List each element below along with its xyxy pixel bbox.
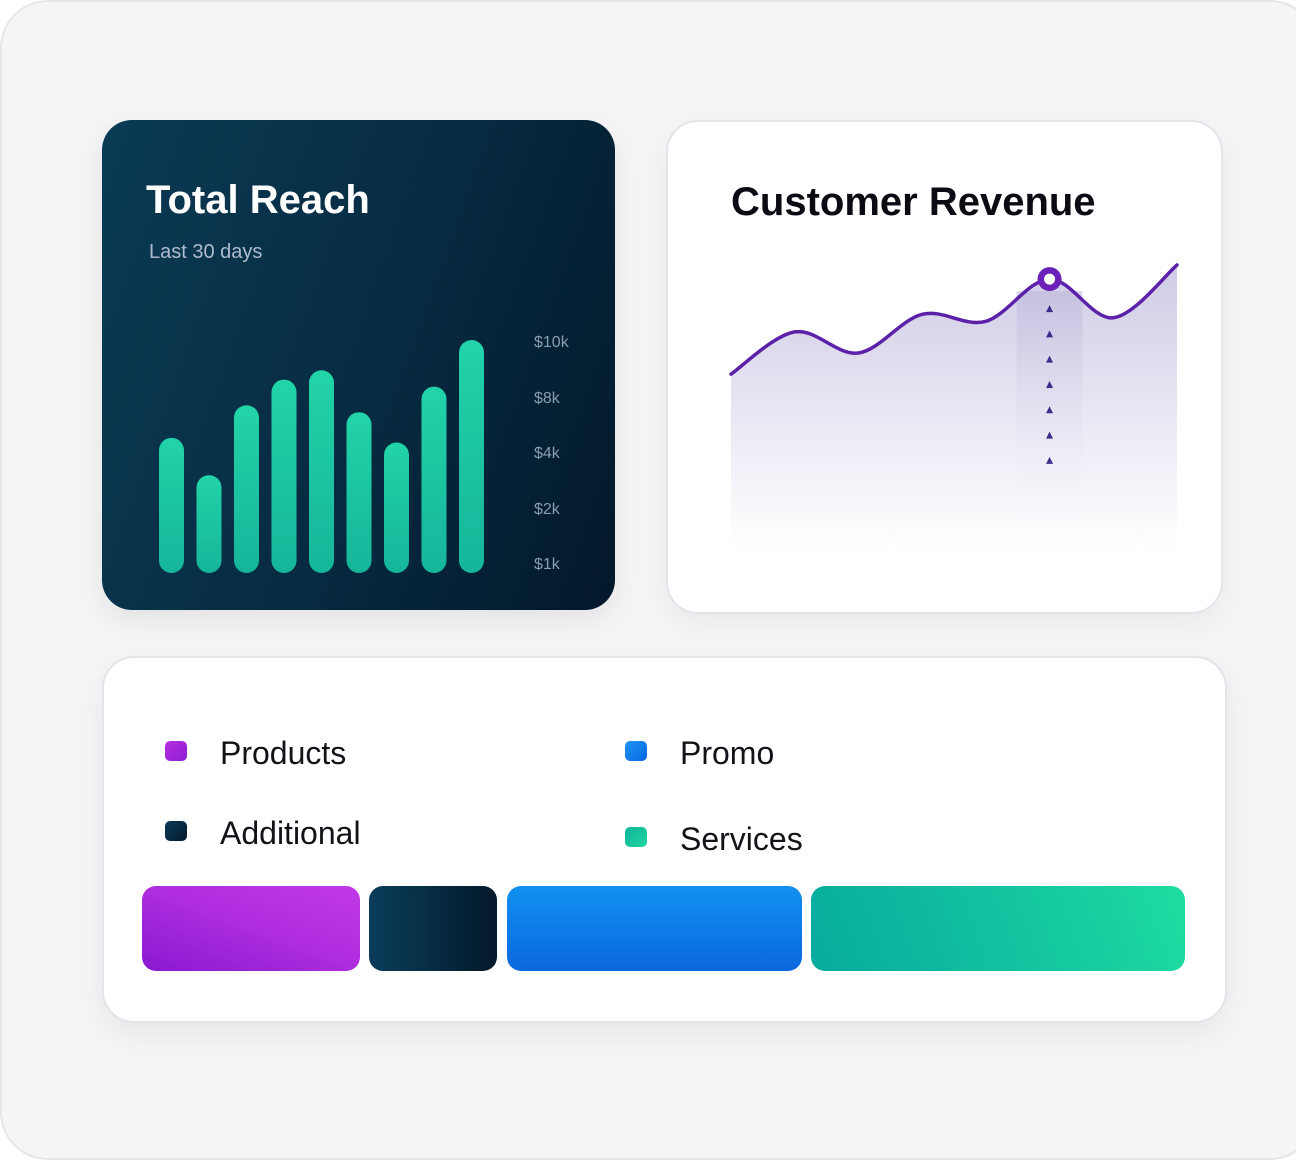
reach-bar[interactable] xyxy=(234,405,259,573)
reach-bar[interactable] xyxy=(159,437,184,573)
total-reach-card[interactable]: Total Reach Last 30 days $10k $8k $4k $2… xyxy=(102,120,615,610)
y-tick-label: $10k xyxy=(534,334,569,351)
legend-label: Promo xyxy=(680,735,775,771)
segment-promo[interactable] xyxy=(507,886,802,971)
revenue-breakdown-card: Products Promo Additional Services xyxy=(102,656,1227,1023)
customer-revenue-line-chart xyxy=(729,263,1179,550)
y-tick-label: $2k xyxy=(534,501,560,518)
reach-bar[interactable] xyxy=(421,386,447,573)
revenue-area xyxy=(731,265,1177,550)
legend-item-services[interactable]: Services xyxy=(625,821,803,857)
highlight-arrow-icon xyxy=(1046,456,1054,464)
total-reach-subtitle: Last 30 days xyxy=(149,241,263,263)
highlight-point-center xyxy=(1044,273,1056,285)
legend-swatch xyxy=(165,821,187,841)
highlight-arrow-icon xyxy=(1046,330,1054,338)
segment-products[interactable] xyxy=(142,886,360,971)
legend-label: Additional xyxy=(220,815,361,851)
reach-bar[interactable] xyxy=(384,442,409,573)
legend-swatch xyxy=(165,741,187,761)
highlight-arrow-icon xyxy=(1046,380,1054,388)
legend-item-products[interactable]: Products xyxy=(165,735,346,771)
highlight-arrow-icon xyxy=(1046,431,1054,439)
revenue-line xyxy=(729,263,1179,376)
legend-item-additional[interactable]: Additional xyxy=(165,815,361,851)
segment-additional[interactable] xyxy=(369,886,497,971)
reach-bar[interactable] xyxy=(271,379,297,573)
reach-bar[interactable] xyxy=(459,340,484,573)
legend-swatch xyxy=(625,741,647,761)
total-reach-title: Total Reach xyxy=(146,178,370,222)
y-tick-label: $4k xyxy=(534,445,560,462)
reach-bar[interactable] xyxy=(196,475,222,573)
reach-bar[interactable] xyxy=(309,370,334,573)
customer-revenue-title: Customer Revenue xyxy=(731,180,1096,224)
highlight-arrow-icon xyxy=(1046,305,1054,313)
y-tick-label: $8k xyxy=(534,390,560,407)
highlight-arrow-icon xyxy=(1046,406,1054,414)
legend-label: Services xyxy=(680,821,803,857)
highlight-arrow-icon xyxy=(1046,355,1054,363)
customer-revenue-card[interactable]: Customer Revenue xyxy=(666,120,1223,614)
reach-bar[interactable] xyxy=(346,412,372,573)
legend-label: Products xyxy=(220,735,347,771)
y-tick-label: $1k xyxy=(534,556,560,573)
total-reach-bar-chart xyxy=(159,340,484,573)
legend-item-promo[interactable]: Promo xyxy=(625,735,774,771)
highlight-band xyxy=(1016,291,1083,550)
legend-swatch xyxy=(625,827,647,847)
segment-services[interactable] xyxy=(811,886,1185,971)
